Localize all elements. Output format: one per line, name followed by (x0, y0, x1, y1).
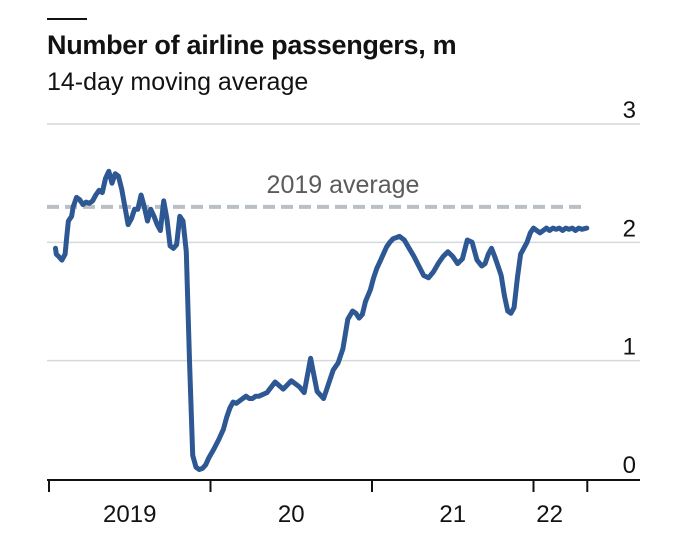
gridlines (47, 123, 640, 362)
series-line-0 (53, 168, 590, 472)
reference-line-group: 2019 average (47, 171, 582, 209)
series-group (53, 168, 590, 472)
x-tick-label-20: 20 (278, 501, 305, 528)
chart-subtitle: 14-day moving average (47, 68, 309, 96)
chart-title: Number of airline passengers, m (47, 30, 457, 60)
x-tick-label-22: 22 (536, 501, 563, 528)
y-tick-label-0: 0 (623, 452, 636, 479)
y-tick-label-1: 1 (623, 334, 636, 361)
x-tick-label-21: 21 (439, 501, 466, 528)
y-tick-label-3: 3 (623, 97, 636, 124)
reference-line-label: 2019 average (267, 171, 420, 199)
title-rule (47, 18, 87, 20)
x-axis: 2019 20 21 22 (47, 479, 640, 528)
y-tick-label-2: 2 (623, 215, 636, 242)
y-tick-labels: 0 1 2 3 (623, 97, 636, 479)
x-tick-label-2019: 2019 (103, 501, 156, 528)
